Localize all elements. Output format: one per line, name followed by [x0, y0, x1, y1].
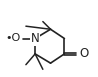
Text: •O: •O — [6, 33, 21, 43]
Text: O: O — [79, 47, 88, 60]
Text: N: N — [31, 32, 39, 45]
